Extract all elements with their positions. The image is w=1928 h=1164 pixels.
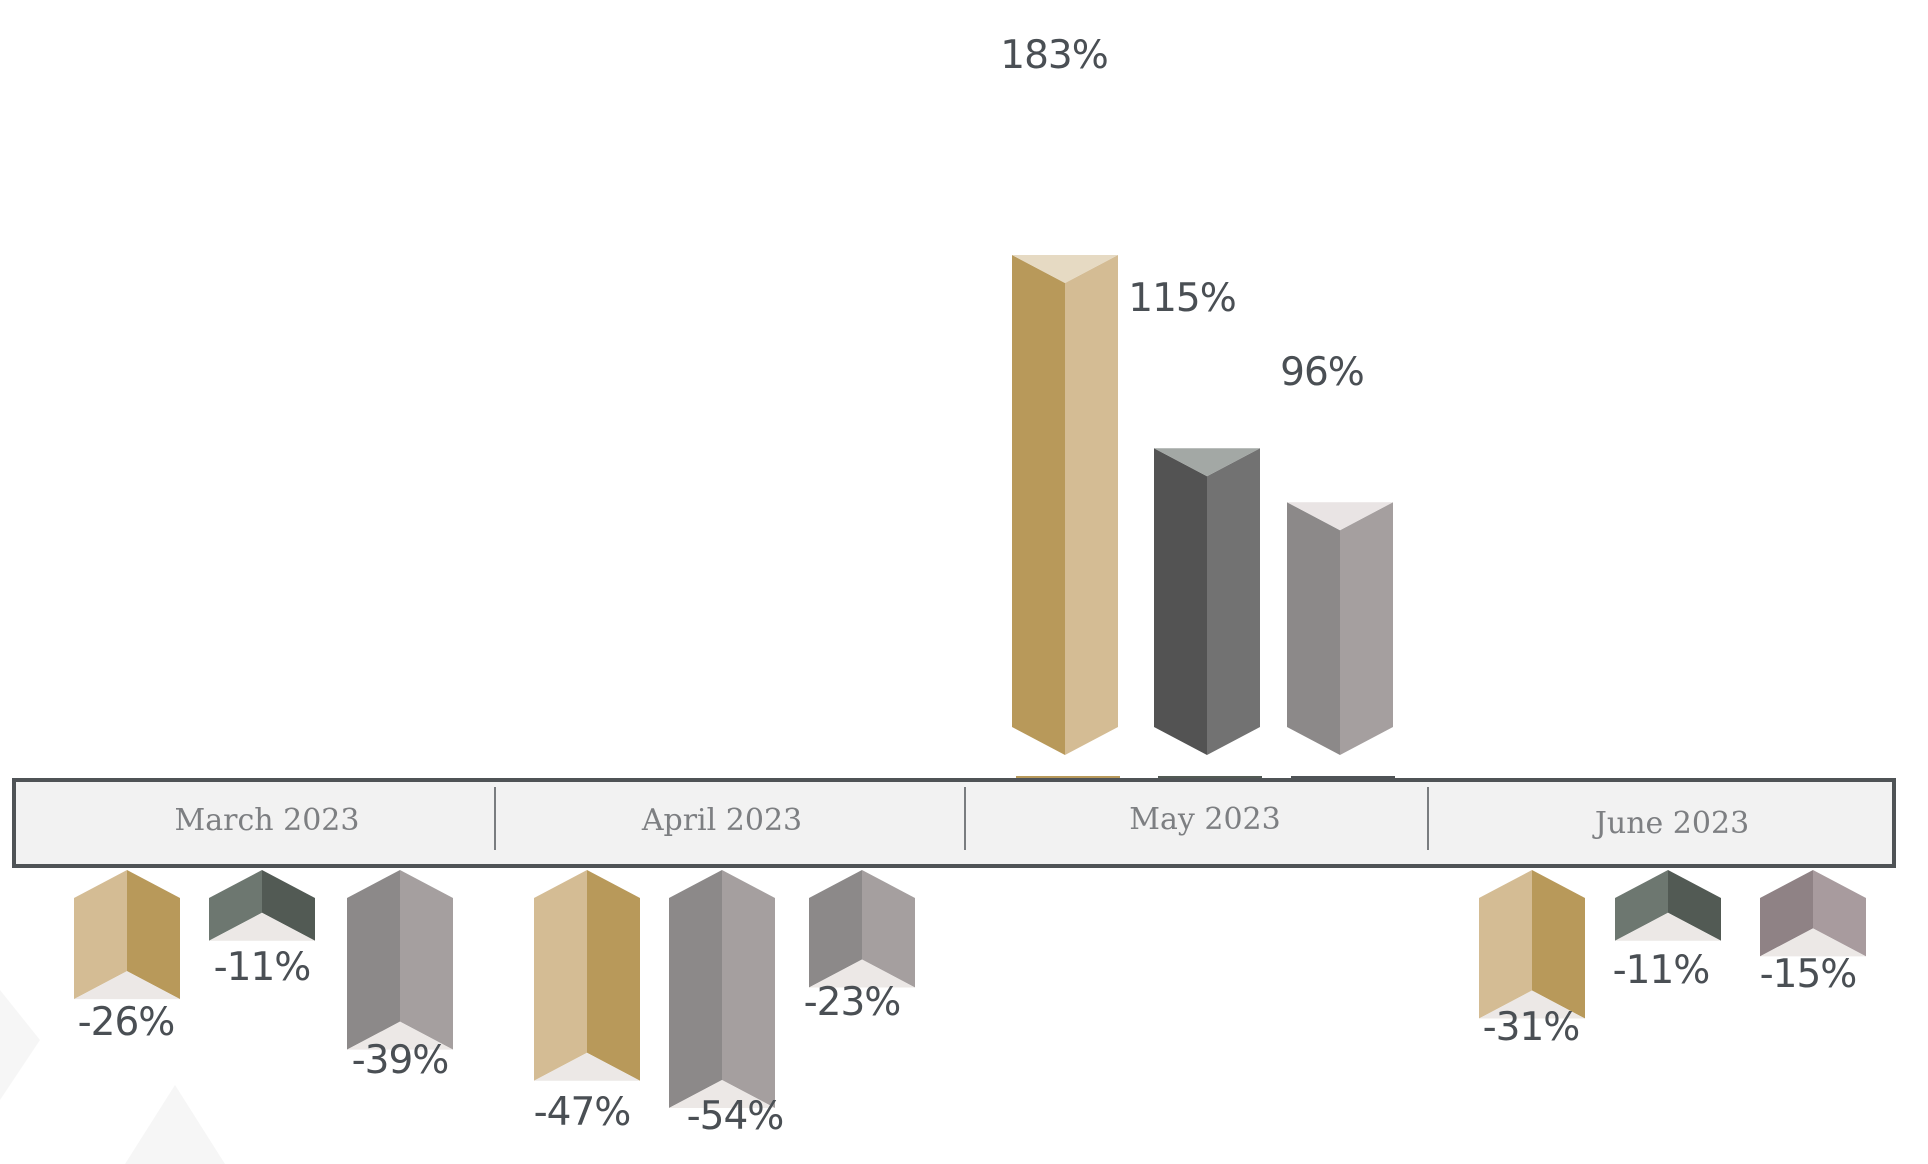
value-label: -11% [1613,948,1710,993]
bar-cap [1154,448,1260,477]
bar-cap [1479,990,1585,1019]
bar-face-left [1479,870,1532,1019]
bar [1287,502,1395,784]
value-label: 115% [1128,276,1236,321]
bars [74,255,1868,1108]
bar [1154,448,1262,784]
bar-face-left [809,870,862,988]
bar-face-right [127,870,180,1000]
bar-face-right [862,870,915,988]
value-label: -26% [78,1000,175,1045]
bar-cap [669,1080,775,1108]
bar-cap [74,971,180,1000]
bar [534,850,642,1081]
bar-cap [1287,502,1393,531]
value-label: -31% [1483,1005,1580,1050]
category-label-april: April 2023 [641,803,802,838]
bar-face-left [74,870,127,1000]
category-label-june: June 2023 [1592,806,1749,841]
bar [669,850,777,1108]
bar-face-left [1154,448,1207,755]
value-label: -11% [214,945,311,990]
bar-face-right [722,870,775,1108]
bar [1479,850,1587,1019]
bar-face-right [1532,870,1585,1019]
bar-face-right [1668,870,1721,941]
bar-face-left [209,870,262,941]
value-label: -39% [352,1038,449,1083]
value-label: -23% [804,980,901,1025]
bar-face-right [1207,448,1260,755]
category-axis: March 2023 April 2023 May 2023 June 2023 [12,778,1896,868]
bar-face-left [669,870,722,1108]
value-label: -54% [687,1094,784,1139]
value-label: 183% [1000,33,1108,78]
category-axis-band [12,778,1896,868]
bar [347,850,455,1050]
bar-face-left [534,870,587,1081]
bar-face-right [262,870,315,941]
bar-face-left [1615,870,1668,941]
bar [1012,255,1120,784]
category-label-march: March 2023 [175,803,360,838]
value-labels: -26% -11% -39% -47% -54% -23% 183% 115% … [78,33,1858,1139]
bar-face-left [1012,255,1065,755]
bar-face-right [1340,502,1393,755]
value-label: -15% [1760,952,1857,997]
background-decoration [0,990,225,1164]
bar-cap [1012,255,1118,283]
bar [809,850,917,988]
bar-face-left [1287,502,1340,755]
value-label: 96% [1280,350,1364,395]
bar-face-left [347,870,400,1050]
bar-cap [534,1052,640,1081]
bar-face-right [400,870,453,1050]
bar-cap [1615,912,1721,941]
bar [74,850,182,1000]
bar-face-right [1065,255,1118,755]
bar-face-right [587,870,640,1081]
value-label: -47% [534,1090,631,1135]
bar-cap [1760,928,1866,957]
bar-face-left [1760,870,1813,957]
bar-cap [209,912,315,941]
category-label-may: May 2023 [1129,802,1280,837]
bar-cap [347,1021,453,1050]
bar-face-right [1813,870,1866,957]
bar-cap [809,959,915,988]
